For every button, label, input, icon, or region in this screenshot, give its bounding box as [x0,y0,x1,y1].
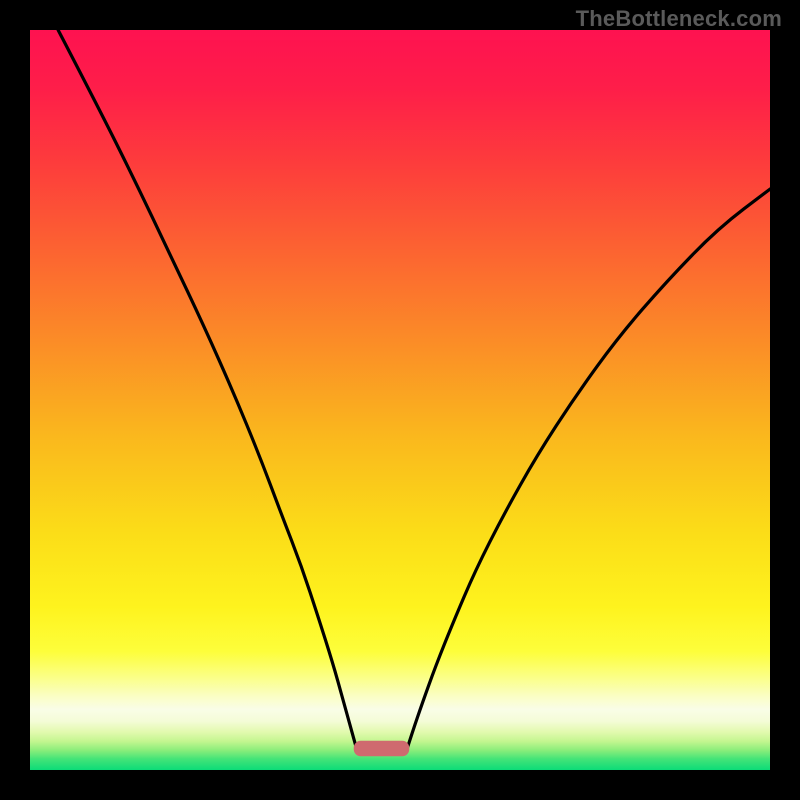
plot-background [30,30,770,770]
bottleneck-plot [30,30,770,770]
bottleneck-marker [354,741,410,757]
watermark-text: TheBottleneck.com [576,6,782,32]
chart-container: TheBottleneck.com [0,0,800,800]
